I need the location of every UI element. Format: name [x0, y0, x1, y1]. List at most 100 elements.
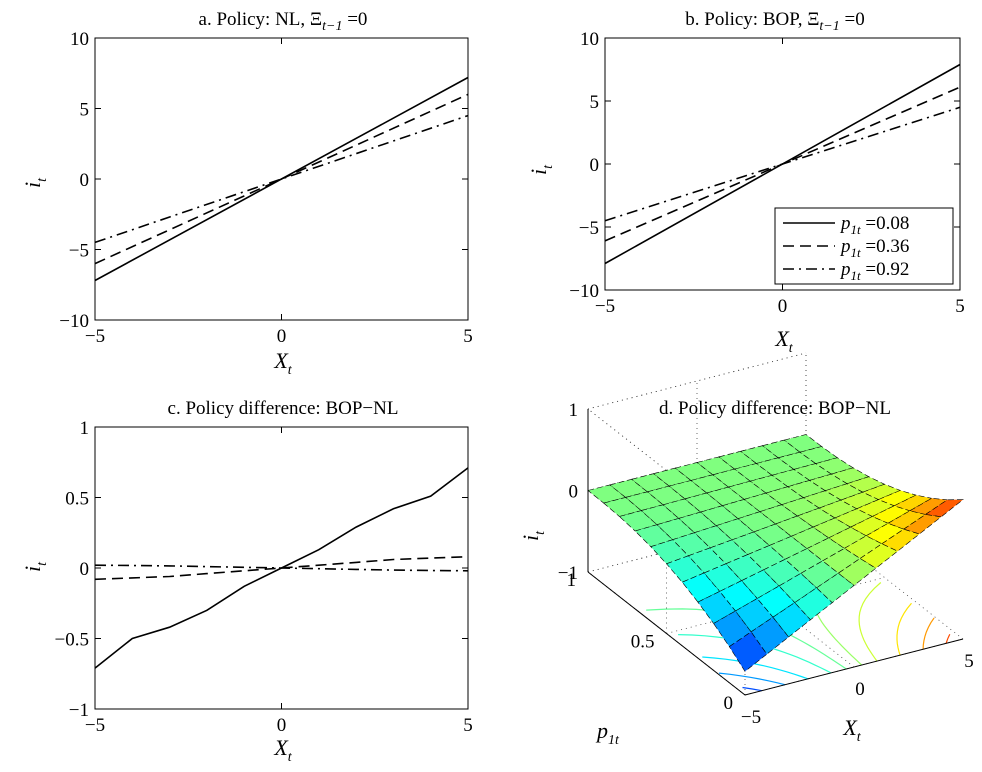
- surface-patch: [634, 524, 674, 548]
- surface-patch: [727, 480, 767, 500]
- surface-patch: [750, 616, 790, 655]
- panel-a-xtick-label: −5: [85, 326, 105, 347]
- panel-d-ytick-label: 1: [567, 570, 577, 591]
- panel-d: d. Policy difference: BOP−NL −50500.51−1…: [518, 352, 974, 748]
- panel-a-ytick-label: 5: [80, 100, 90, 121]
- floor-contour-line: [945, 633, 951, 644]
- panel-d-xlabel: Xt: [842, 715, 861, 745]
- surface-patch: [696, 456, 736, 476]
- panel-a-ylabel: it: [20, 177, 50, 188]
- surface-patch: [690, 474, 730, 494]
- panel-b-ylabel: it: [526, 164, 556, 175]
- panel-b-title: b. Policy: BOP, Ξt−1 =0: [685, 9, 864, 34]
- panel-c: c. Policy difference: BOP−NL −5 0 5 −1 −0.5 0…: [20, 398, 473, 765]
- surface-patch: [587, 484, 627, 504]
- panel-a-ytick-label: 0: [80, 170, 90, 191]
- panel-c-series-dashdot-line: [94, 564, 469, 572]
- legend-entry-label: p1t =0.36: [839, 236, 909, 260]
- panel-c-ylabel: it: [20, 561, 50, 572]
- floor-contour-line: [858, 582, 882, 662]
- panel-c-xtick-label: 0: [277, 715, 287, 736]
- panel-a-xtick-label: 5: [463, 326, 473, 347]
- panel-d-ylabel: p1t: [595, 718, 620, 748]
- panel-d-ztick-label: 1: [569, 400, 579, 421]
- panel-b-ytick-label: 10: [580, 29, 599, 50]
- surface-patch: [743, 492, 783, 513]
- panel-d-ztick-label: 0: [569, 482, 579, 503]
- panel-a-title: a. Policy: NL, Ξt−1 =0: [199, 9, 368, 34]
- panel-c-plot: −5 0 5 −1 −0.5 0 0.5 1: [55, 418, 473, 736]
- panel-b-xtick-label: 5: [955, 296, 965, 317]
- surface-patch: [668, 480, 708, 500]
- panel-a-series-dashed-line: [94, 93, 469, 265]
- floor-contour-line: [742, 686, 763, 692]
- panel-c-ytick-label: 0: [80, 559, 90, 580]
- surface-patch: [733, 463, 773, 482]
- surface-patch: [761, 439, 801, 459]
- panel-b-ytick-label: 5: [590, 92, 600, 113]
- panel-c-ytick-label: 0.5: [65, 489, 89, 510]
- surface-patch: [755, 457, 795, 476]
- panel-b-ytick-label: −10: [569, 281, 599, 302]
- x-axis-line: [744, 638, 964, 696]
- panel-d-title: d. Policy difference: BOP−NL: [659, 398, 891, 419]
- surface-patch: [603, 497, 642, 517]
- surface-patch: [783, 434, 823, 453]
- panel-b-xtick-label: 0: [778, 296, 788, 317]
- panel-a-ytick-label: 10: [70, 29, 89, 50]
- panel-b-ytick-label: −5: [579, 218, 599, 239]
- panel-d-xtick-label: 0: [855, 679, 865, 700]
- surface-patch: [837, 558, 877, 586]
- panel-b-axes-frame: [604, 37, 961, 291]
- surface-patch: [718, 450, 757, 470]
- surface-patch: [609, 478, 648, 498]
- panel-d-xtick-label: 5: [964, 651, 974, 672]
- panel-c-xtick-label: −5: [85, 715, 105, 736]
- panel-c-xlabel: Xt: [273, 735, 292, 765]
- surface-patch: [674, 462, 714, 481]
- panel-a-ytick-label: −5: [69, 241, 89, 262]
- panel-c-ytick-label: 1: [80, 418, 90, 439]
- legend-entry-label: p1t =0.92: [839, 259, 909, 283]
- surface-patch: [739, 445, 779, 464]
- panel-c-ytick-label: −1: [69, 700, 89, 721]
- panel-c-xtick-label: 5: [463, 715, 473, 736]
- surface-patch: [705, 486, 745, 507]
- panel-b-xtick-label: −5: [595, 296, 615, 317]
- panel-c-series-dashed-line: [94, 555, 469, 581]
- floor-contour-line: [702, 656, 809, 680]
- panel-d-xtick-label: −5: [741, 707, 761, 728]
- panel-b-ytick-label: 0: [590, 155, 600, 176]
- panel-a-axes-frame: [94, 37, 469, 321]
- surface-patch: [630, 473, 670, 493]
- panel-c-axes-frame: [94, 426, 469, 710]
- floor-contour-line: [896, 602, 912, 656]
- panel-b-xlabel: Xt: [774, 326, 793, 356]
- p-axis-line: [587, 571, 746, 696]
- floor-contour-line: [678, 634, 832, 674]
- surface-patch: [713, 610, 752, 648]
- panel-c-ytick-label: −0.5: [55, 630, 89, 651]
- panel-a-xtick-label: 0: [277, 326, 287, 347]
- legend-entry-label: p1t =0.08: [839, 213, 909, 237]
- surface-patch: [728, 631, 768, 672]
- panel-b-series-dashdot-line: [604, 106, 961, 222]
- panel-c-title: c. Policy difference: BOP−NL: [168, 398, 399, 419]
- panel-d-zlabel: it: [518, 530, 548, 541]
- surface-patch: [652, 467, 692, 487]
- surface-patch: [712, 468, 751, 488]
- panel-a-xlabel: Xt: [273, 348, 292, 378]
- floor-contour-line: [718, 672, 786, 686]
- panel-a-ytick-label: −10: [59, 311, 89, 332]
- panel-d-ztick-label: −1: [558, 563, 578, 584]
- panel-d-ytick-label: 0: [724, 693, 734, 714]
- panel-a-series-dashdot-line: [94, 114, 469, 244]
- surface-patch: [618, 510, 658, 532]
